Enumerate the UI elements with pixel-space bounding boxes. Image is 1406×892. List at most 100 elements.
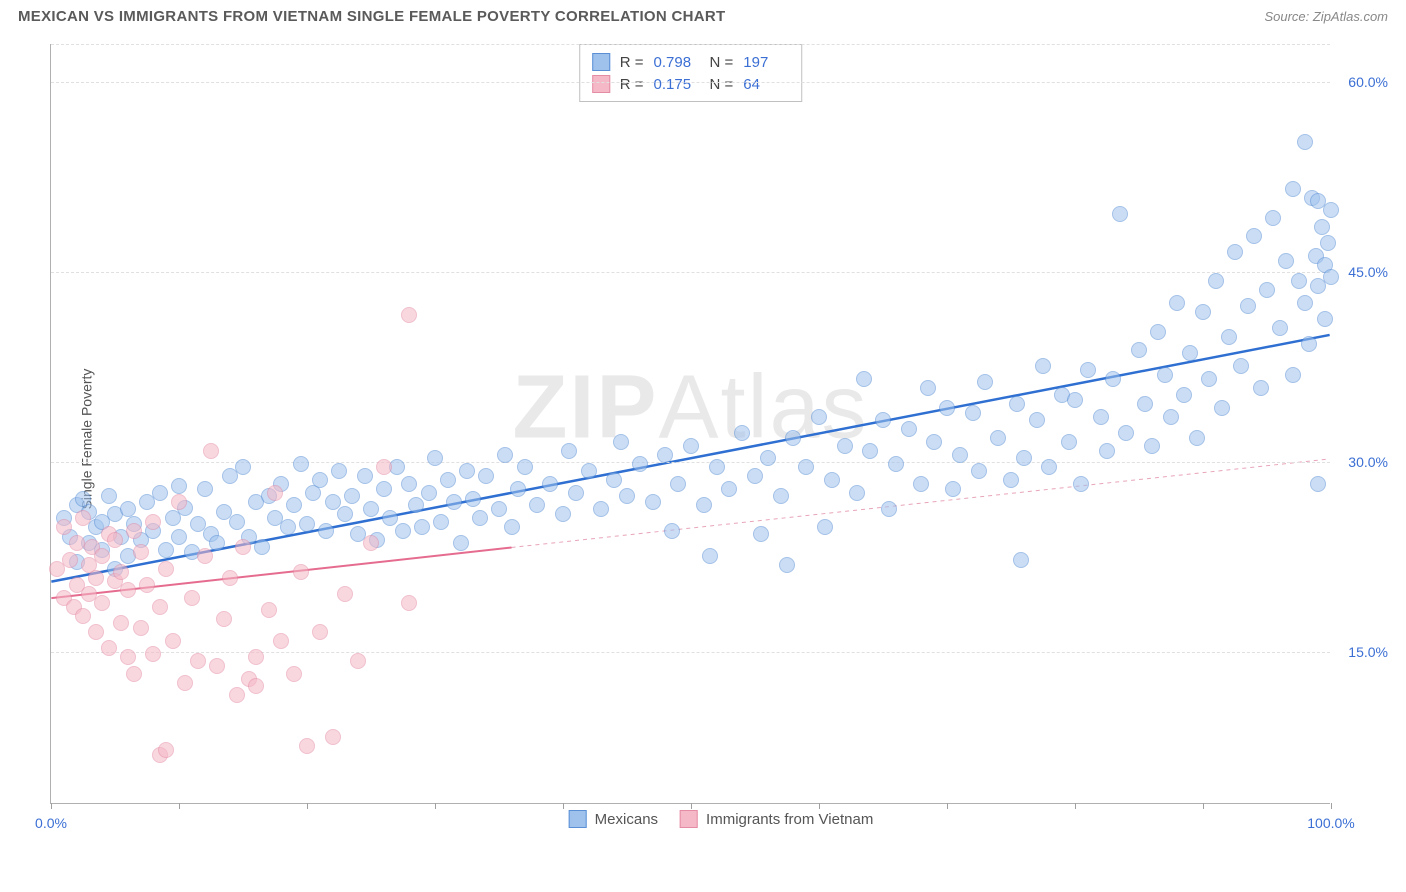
x-tick [819,803,820,809]
scatter-point [1003,472,1019,488]
scatter-point [1029,412,1045,428]
scatter-point [286,666,302,682]
scatter-point [856,371,872,387]
scatter-point [363,535,379,551]
r-value-1: 0.798 [654,54,700,71]
scatter-point [184,590,200,606]
scatter-point [209,658,225,674]
legend-item-mexicans: Mexicans [569,810,658,828]
scatter-point [152,599,168,615]
scatter-point [645,494,661,510]
scatter-point [510,481,526,497]
stats-swatch-2 [592,75,610,93]
scatter-point [670,476,686,492]
scatter-point [267,485,283,501]
scatter-point [1285,367,1301,383]
scatter-point [293,456,309,472]
scatter-point [760,450,776,466]
scatter-point [1323,269,1339,285]
scatter-point [133,544,149,560]
scatter-point [971,463,987,479]
scatter-point [190,653,206,669]
scatter-point [1009,396,1025,412]
y-tick-label: 45.0% [1348,264,1388,280]
scatter-point [235,539,251,555]
scatter-point [363,501,379,517]
legend-item-vietnam: Immigrants from Vietnam [680,810,873,828]
scatter-point [171,529,187,545]
scatter-point [408,497,424,513]
n-value-1: 197 [743,54,789,71]
y-tick-label: 30.0% [1348,454,1388,470]
gridline [51,44,1330,45]
scatter-point [1093,409,1109,425]
scatter-point [1169,295,1185,311]
scatter-point [1221,329,1237,345]
gridline [51,652,1330,653]
scatter-point [350,653,366,669]
scatter-point [1099,443,1115,459]
scatter-point [920,380,936,396]
scatter-point [1157,367,1173,383]
x-tick [179,803,180,809]
y-tick-label: 15.0% [1348,644,1388,660]
scatter-point [395,523,411,539]
scatter-plot-area: ZIPAtlas R = 0.798 N = 197 R = 0.175 N =… [50,44,1330,804]
scatter-point [357,468,373,484]
scatter-point [1285,181,1301,197]
scatter-point [235,459,251,475]
x-tick [1331,803,1332,809]
scatter-point [939,400,955,416]
scatter-point [837,438,853,454]
scatter-point [158,561,174,577]
scatter-point [62,552,78,568]
scatter-point [1013,552,1029,568]
scatter-point [1150,324,1166,340]
scatter-point [1041,459,1057,475]
scatter-point [222,570,238,586]
scatter-point [312,624,328,640]
scatter-point [56,519,72,535]
scatter-point [1137,396,1153,412]
scatter-point [881,501,897,517]
scatter-point [849,485,865,501]
scatter-point [88,624,104,640]
scatter-point [299,516,315,532]
scatter-point [773,488,789,504]
scatter-point [875,412,891,428]
legend-label-1: Mexicans [595,811,658,828]
scatter-point [145,514,161,530]
correlation-stats-box: R = 0.798 N = 197 R = 0.175 N = 64 [579,44,803,102]
scatter-point [619,488,635,504]
scatter-point [401,307,417,323]
scatter-point [69,535,85,551]
scatter-point [811,409,827,425]
x-tick [1203,803,1204,809]
scatter-point [376,459,392,475]
x-tick [51,803,52,809]
scatter-point [433,514,449,530]
scatter-point [120,649,136,665]
scatter-point [1067,392,1083,408]
scatter-point [273,633,289,649]
scatter-point [1246,228,1262,244]
x-tick [1075,803,1076,809]
scatter-point [1297,134,1313,150]
scatter-point [165,633,181,649]
x-tick-label: 0.0% [35,815,67,831]
scatter-point [421,485,437,501]
scatter-point [318,523,334,539]
scatter-point [1301,336,1317,352]
scatter-point [401,476,417,492]
scatter-point [1259,282,1275,298]
scatter-point [1061,434,1077,450]
scatter-point [945,481,961,497]
scatter-point [1297,295,1313,311]
scatter-point [401,595,417,611]
scatter-point [977,374,993,390]
stats-row-vietnam: R = 0.175 N = 64 [592,73,790,95]
source-attribution: Source: ZipAtlas.com [1264,9,1388,24]
scatter-point [158,742,174,758]
scatter-point [337,586,353,602]
scatter-point [312,472,328,488]
